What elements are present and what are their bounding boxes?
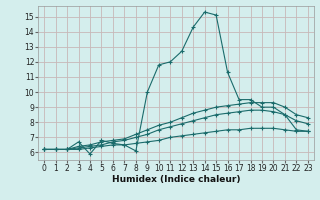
X-axis label: Humidex (Indice chaleur): Humidex (Indice chaleur) — [112, 175, 240, 184]
